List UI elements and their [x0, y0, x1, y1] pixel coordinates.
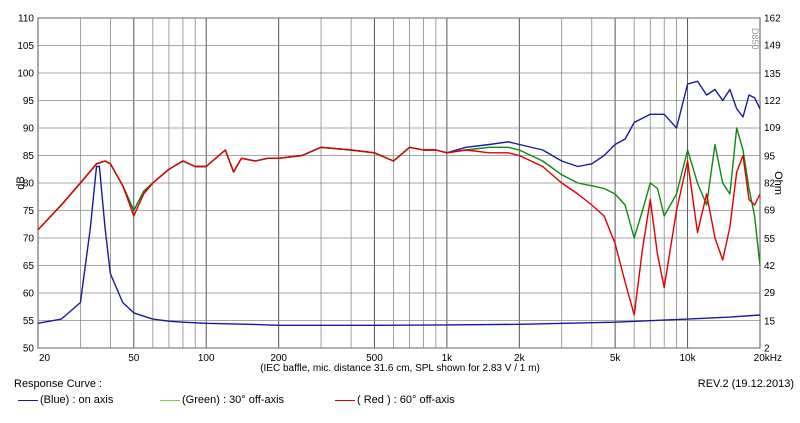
legend-label-blue: (Blue) : on axis: [40, 394, 114, 406]
x-tick-label: 20kHz: [754, 353, 782, 364]
y2-tick-label: 82: [764, 179, 776, 190]
y2-tick-label: 2: [764, 344, 770, 355]
y2-tick-label: 55: [764, 234, 776, 245]
y-tick-label: 60: [23, 289, 35, 300]
y-tick-label: 100: [17, 69, 34, 80]
y2-tick-label: 149: [764, 40, 781, 51]
series-line: [37, 146, 761, 316]
legend-line-red: [335, 399, 355, 401]
y-tick-label: 55: [23, 316, 35, 327]
y-tick-label: 50: [23, 344, 35, 355]
y-tick-label: 90: [23, 124, 35, 135]
y-tick-label: 105: [17, 41, 34, 52]
legend-line-green: [160, 399, 180, 401]
y-tick-label: 95: [23, 96, 35, 107]
x-tick-label: 500: [366, 353, 383, 364]
y-axis-ticks: 50 55 60 65 70 75 80 85 90 95 100 105 110: [17, 14, 34, 355]
legend-label-green: (Green) : 30° off-axis: [182, 394, 285, 406]
y2-tick-label: 109: [764, 123, 781, 134]
x-tick-label: 5k: [610, 353, 622, 364]
grid: [37, 17, 761, 349]
x-tick-label: 100: [198, 353, 215, 364]
x-tick-label: 10k: [679, 353, 696, 364]
y-tick-label: 65: [23, 261, 35, 272]
x-axis-ticks: 20 50 100 200 500 1k 2k 5k 10k 20kHz: [39, 353, 782, 364]
y2-axis-label: Ohm: [772, 171, 784, 195]
y2-tick-label: 15: [764, 317, 776, 328]
y2-tick-label: 95: [764, 152, 776, 163]
legend-item-green: (Green) : 30° off-axis: [160, 394, 284, 406]
series-line: [37, 165, 761, 326]
legend-item-blue: (Blue) : on axis: [18, 394, 113, 406]
y2-tick-label: 122: [764, 96, 781, 107]
y2-tick-label: 162: [764, 14, 781, 25]
y-tick-label: 70: [23, 234, 35, 245]
watermark-text: D850: [750, 28, 760, 50]
x-tick-label: 200: [270, 353, 287, 364]
y-tick-label: 110: [18, 14, 34, 25]
legend-item-red: ( Red ) : 60° off-axis: [335, 394, 455, 406]
y-tick-label: 85: [23, 151, 35, 162]
x-tick-label: 2k: [514, 353, 526, 364]
y-tick-label: 75: [23, 206, 35, 217]
x-tick-label: 50: [128, 353, 140, 364]
y2-tick-label: 69: [764, 205, 776, 216]
x-tick-label: 1k: [442, 353, 454, 364]
revision-label: REV.2 (19.12.2013): [697, 378, 794, 390]
y-tick-label: 80: [23, 179, 35, 190]
y2-axis-ticks: 2 15 29 42 55 69 82 95 109 122 135 149 162: [764, 14, 781, 355]
legend-label-red: ( Red ) : 60° off-axis: [357, 394, 455, 406]
legend-title: Response Curve :: [14, 378, 103, 390]
x-axis-label: (IEC baffle, mic. distance 31.6 cm, SPL …: [260, 363, 540, 374]
y2-tick-label: 135: [764, 69, 781, 80]
x-tick-label: 20: [39, 353, 51, 364]
y2-tick-label: 29: [764, 288, 776, 299]
series-group: [37, 80, 761, 326]
y2-tick-label: 42: [764, 261, 776, 272]
y-axis-label: dB: [15, 176, 27, 189]
legend-line-blue: [18, 399, 38, 401]
